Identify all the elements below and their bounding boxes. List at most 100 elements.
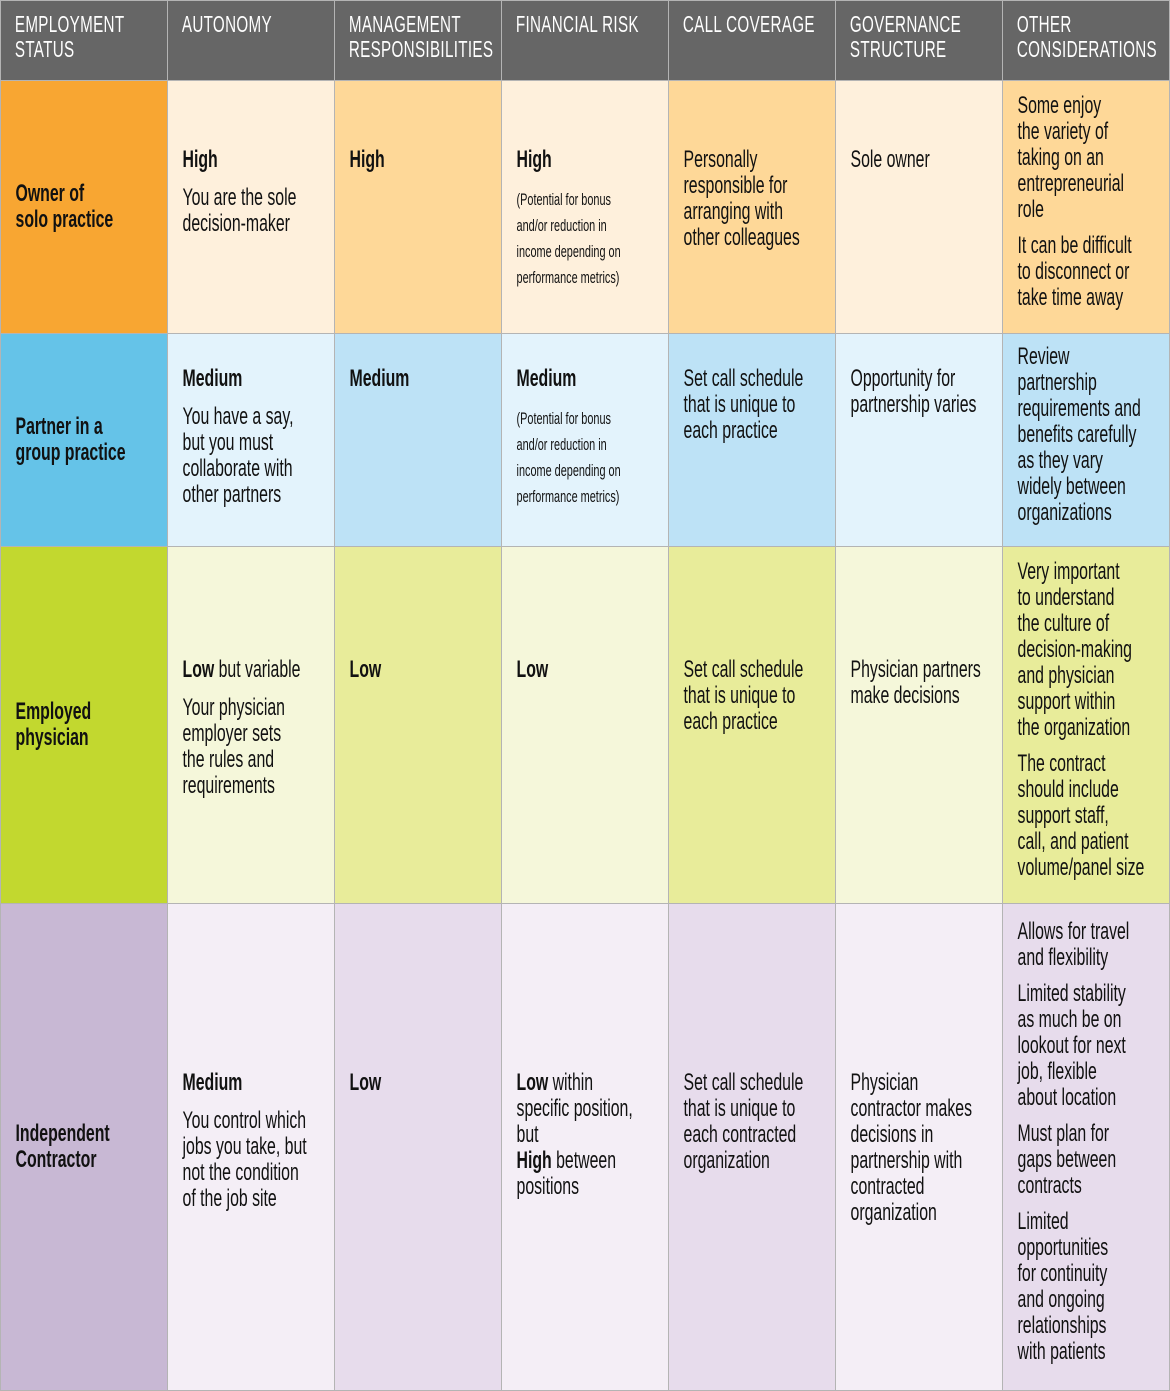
cell-text: Review partnership requirements and bene… bbox=[1017, 343, 1141, 526]
header-label: EMPLOYMENT STATUS bbox=[14, 11, 125, 62]
rating-label: Low bbox=[349, 1069, 382, 1096]
cell-paragraph: You control which jobs you take, but not… bbox=[182, 1107, 334, 1212]
rating-label: Low bbox=[516, 656, 549, 683]
header-employment-status: EMPLOYMENT STATUS bbox=[0, 0, 168, 81]
cell-other-considerations: Very important to understand the culture… bbox=[1002, 546, 1170, 904]
header-label: GOVERNANCE STRUCTURE bbox=[849, 11, 962, 62]
cell-autonomy: Medium You have a say, but you must colla… bbox=[167, 333, 335, 547]
cell-paragraph: It can be difficult to disconnect or tak… bbox=[1017, 232, 1169, 311]
cell-paragraph: Must plan for gaps between contracts bbox=[1017, 1120, 1169, 1199]
header-governance-structure: GOVERNANCE STRUCTURE bbox=[835, 0, 1003, 81]
cell-text: Opportunity for partnership varies bbox=[850, 365, 977, 418]
rating-label: High bbox=[349, 146, 385, 173]
table-row: Employed physician Low but variable Your p… bbox=[0, 546, 1170, 904]
cell-text: (Potential for bonus and/or reduction in… bbox=[516, 410, 621, 506]
cell-text: You are the sole decision-maker bbox=[182, 184, 297, 237]
cell-financial-risk: Low bbox=[501, 546, 669, 904]
header-label: MANAGEMENT RESPONSIBILITIES bbox=[348, 11, 494, 62]
cell-paragraph: Low bbox=[349, 656, 501, 683]
cell-financial-risk: Low within specific position, but High b… bbox=[501, 903, 669, 1391]
employment-status-label: Employed physician bbox=[15, 698, 92, 751]
cell-paragraph: Limited opportunities for continuity and… bbox=[1017, 1208, 1169, 1365]
cell-call-coverage: Set call schedule that is unique to each… bbox=[668, 546, 836, 904]
cell-paragraph: (Potential for bonus and/or reduction in… bbox=[516, 185, 668, 289]
cell-text: Limited opportunities for continuity and… bbox=[1017, 1208, 1109, 1365]
cell-paragraph: Medium bbox=[182, 365, 334, 392]
table-row: Owner of solo practice High You are the so… bbox=[0, 80, 1170, 334]
cell-paragraph: Low but variable bbox=[183, 656, 334, 683]
employment-status-label: Independent Contractor bbox=[15, 1120, 110, 1173]
cell-text: but variable bbox=[214, 656, 301, 683]
cell-other-considerations: Some enjoy the variety of taking on an e… bbox=[1002, 80, 1170, 334]
cell-paragraph: High bbox=[516, 146, 668, 173]
cell-text: Limited stability as much be on lookout … bbox=[1017, 980, 1126, 1111]
cell-paragraph: Opportunity for partnership varies bbox=[850, 365, 1002, 418]
rating-label: Medium bbox=[182, 1069, 243, 1096]
header-label: AUTONOMY bbox=[181, 11, 272, 37]
row-status-cell: Partner in a group practice bbox=[0, 333, 168, 547]
cell-paragraph: Allows for travel and flexibility bbox=[1017, 918, 1169, 971]
cell-governance-structure: Opportunity for partnership varies bbox=[835, 333, 1003, 547]
cell-management-responsibilities: High bbox=[334, 80, 502, 334]
employment-status-label: Owner of solo practice bbox=[15, 180, 114, 233]
cell-text: Personally responsible for arranging wit… bbox=[683, 146, 800, 251]
cell-text: Physician contractor makes decisions in … bbox=[850, 1069, 973, 1226]
row-status-cell: Employed physician bbox=[0, 546, 168, 904]
cell-other-considerations: Allows for travel and flexibility Limited… bbox=[1002, 903, 1170, 1391]
row-status-cell: Independent Contractor bbox=[0, 903, 168, 1391]
cell-text: You have a say, but you must collaborate… bbox=[182, 403, 294, 508]
cell-text: You control which jobs you take, but not… bbox=[182, 1107, 307, 1212]
cell-text: Set call schedule that is unique to each… bbox=[683, 1069, 804, 1174]
cell-paragraph: Low within specific position, but High b… bbox=[516, 1069, 668, 1200]
cell-paragraph: Low bbox=[349, 1069, 501, 1096]
cell-paragraph: Some enjoy the variety of taking on an e… bbox=[1018, 93, 1169, 223]
rating-label: High bbox=[182, 146, 218, 173]
header-autonomy: AUTONOMY bbox=[167, 0, 335, 81]
cell-text: Your physician employer sets the rules a… bbox=[182, 694, 285, 799]
header-label: OTHER CONSIDERATIONS bbox=[1016, 11, 1157, 62]
cell-paragraph: Physician contractor makes decisions in … bbox=[850, 1069, 1002, 1226]
cell-call-coverage: Set call schedule that is unique to each… bbox=[668, 333, 836, 547]
cell-financial-risk: Medium (Potential for bonus and/or reduct… bbox=[501, 333, 669, 547]
cell-text: Physician partners make decisions bbox=[850, 656, 981, 709]
rating-label: Low bbox=[516, 1069, 549, 1096]
rating-label: Low bbox=[349, 656, 382, 683]
rating-label: Medium bbox=[516, 365, 577, 392]
cell-paragraph: Medium bbox=[349, 365, 501, 392]
cell-governance-structure: Physician partners make decisions bbox=[835, 546, 1003, 904]
cell-paragraph: Medium bbox=[182, 1069, 334, 1096]
cell-paragraph: Review partnership requirements and bene… bbox=[1017, 343, 1169, 526]
cell-paragraph: You have a say, but you must collaborate… bbox=[182, 403, 334, 508]
cell-paragraph: Your physician employer sets the rules a… bbox=[182, 694, 334, 799]
cell-management-responsibilities: Low bbox=[334, 903, 502, 1391]
cell-text: It can be difficult to disconnect or tak… bbox=[1017, 232, 1132, 311]
rating-label: Medium bbox=[182, 365, 243, 392]
cell-text: Must plan for gaps between contracts bbox=[1017, 1120, 1117, 1199]
rating-label: Medium bbox=[349, 365, 410, 392]
cell-paragraph: Set call schedule that is unique to each… bbox=[683, 1069, 835, 1174]
cell-text: Allows for travel and flexibility bbox=[1017, 918, 1130, 971]
header-management-responsibilities: MANAGEMENT RESPONSIBILITIES bbox=[334, 0, 502, 81]
cell-text: The contract should include support staf… bbox=[1017, 750, 1145, 881]
cell-paragraph: High bbox=[349, 146, 501, 173]
cell-governance-structure: Sole owner bbox=[835, 80, 1003, 334]
cell-autonomy: Low but variable Your physician employer … bbox=[167, 546, 335, 904]
rating-label: High bbox=[516, 146, 552, 173]
cell-text: (Potential for bonus and/or reduction in… bbox=[516, 191, 621, 287]
cell-governance-structure: Physician contractor makes decisions in … bbox=[835, 903, 1003, 1391]
cell-autonomy: Medium You control which jobs you take, b… bbox=[167, 903, 335, 1391]
cell-paragraph: High bbox=[182, 146, 334, 173]
cell-financial-risk: High (Potential for bonus and/or reductio… bbox=[501, 80, 669, 334]
cell-paragraph: (Potential for bonus and/or reduction in… bbox=[516, 404, 668, 508]
table-row: Independent Contractor Medium You control … bbox=[0, 903, 1170, 1391]
cell-paragraph: Personally responsible for arranging wit… bbox=[683, 146, 835, 251]
cell-paragraph: Limited stability as much be on lookout … bbox=[1017, 980, 1169, 1111]
header-other-considerations: OTHER CONSIDERATIONS bbox=[1002, 0, 1170, 81]
header-call-coverage: CALL COVERAGE bbox=[668, 0, 836, 81]
header-label: CALL COVERAGE bbox=[682, 11, 815, 37]
header-label: FINANCIAL RISK bbox=[515, 11, 639, 37]
table-row: Partner in a group practice Medium You hav… bbox=[0, 333, 1170, 547]
header-financial-risk: FINANCIAL RISK bbox=[501, 0, 669, 81]
cell-paragraph: Low bbox=[516, 656, 668, 683]
